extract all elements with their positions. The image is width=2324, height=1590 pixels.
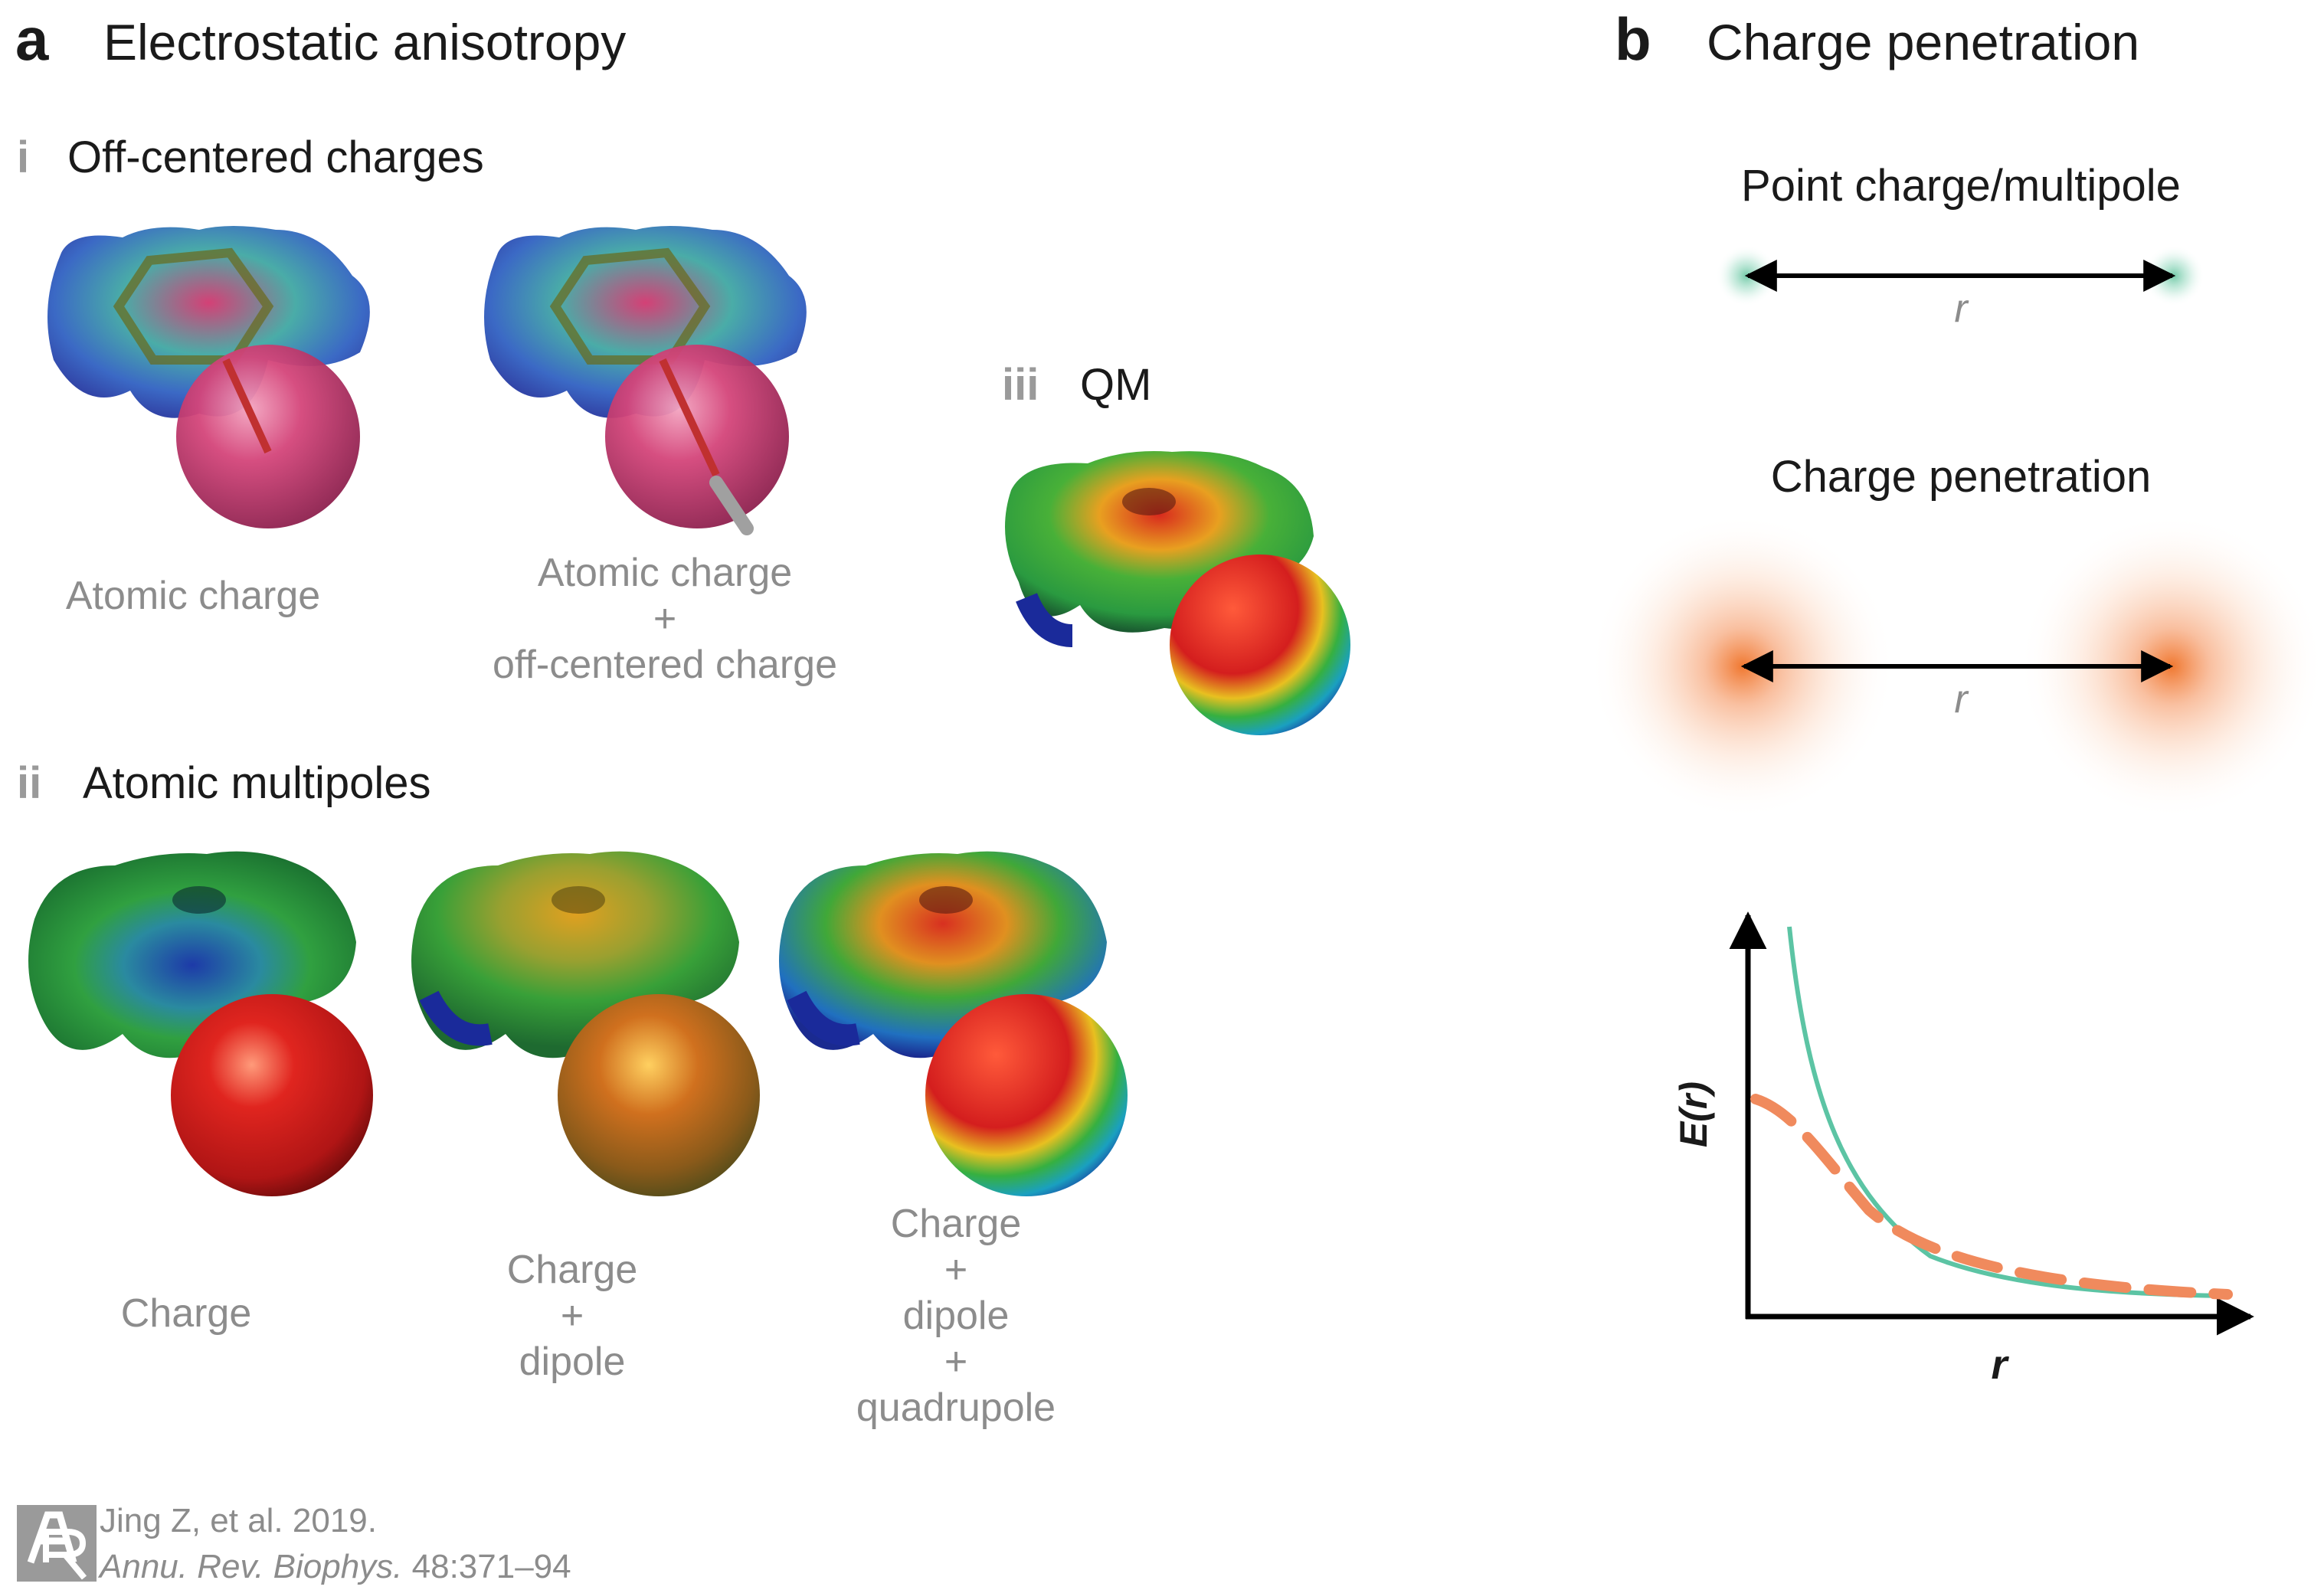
molecule-charge-dipole-quadrupole bbox=[779, 851, 1128, 1196]
panel-b-title: Charge penetration bbox=[1707, 14, 2139, 70]
molecule-charge bbox=[28, 851, 373, 1196]
caption-charge-dipole-line1: Charge bbox=[507, 1248, 638, 1292]
caption-off-centered-line1: Atomic charge bbox=[538, 551, 792, 595]
caption-atomic-charge: Atomic charge bbox=[66, 574, 320, 618]
panel-a-letter: a bbox=[15, 5, 49, 73]
panel-b-letter: b bbox=[1615, 5, 1651, 73]
plot-ylabel: E(r) bbox=[1672, 1081, 1715, 1147]
citation-volume: 48:371–94 bbox=[402, 1548, 571, 1585]
plot-xlabel: r bbox=[1991, 1342, 2009, 1388]
molecule-off-centered-charge bbox=[484, 226, 807, 535]
penetration-energy-curve bbox=[1750, 1094, 2233, 1300]
citation-journal: Annu. Rev. Biophys. bbox=[97, 1548, 402, 1585]
molecule-qm bbox=[1005, 451, 1350, 735]
caption-cdq-line4: + bbox=[944, 1340, 967, 1384]
section-ii-numeral: ii bbox=[17, 758, 41, 808]
point-charge-distance-label: r bbox=[1954, 286, 1969, 331]
section-iii-numeral: iii bbox=[1002, 360, 1039, 410]
caption-cdq-line1: Charge bbox=[891, 1202, 1022, 1246]
point-charge-label: Point charge/multipole bbox=[1741, 161, 2181, 211]
caption-cdq-line3: dipole bbox=[903, 1294, 1010, 1338]
multipole-energy-curve bbox=[1787, 926, 2228, 1298]
charge-penetration-diagram bbox=[1589, 513, 2324, 820]
energy-plot bbox=[1729, 911, 2254, 1336]
section-ii-title: Atomic multipoles bbox=[83, 758, 430, 808]
caption-cdq-line2: + bbox=[944, 1248, 967, 1292]
caption-charge-dipole-line3: dipole bbox=[519, 1340, 626, 1384]
panel-a-title: Electrostatic anisotropy bbox=[103, 14, 626, 70]
section-i-numeral: i bbox=[17, 132, 29, 182]
section-iii-title: QM bbox=[1080, 360, 1151, 410]
citation-line2: Annu. Rev. Biophys. 48:371–94 bbox=[97, 1548, 571, 1585]
publisher-logo bbox=[17, 1505, 97, 1582]
point-charge-diagram bbox=[1716, 245, 2205, 306]
caption-off-centered-line2: + bbox=[653, 597, 676, 641]
caption-charge: Charge bbox=[121, 1291, 252, 1336]
section-i-title: Off-centered charges bbox=[67, 132, 484, 182]
charge-penetration-label: Charge penetration bbox=[1771, 452, 2152, 502]
molecule-charge-dipole bbox=[411, 851, 760, 1196]
caption-charge-dipole-line2: + bbox=[561, 1294, 584, 1338]
charge-penetration-distance-label: r bbox=[1954, 677, 1969, 721]
caption-off-centered-line3: off-centered charge bbox=[493, 643, 837, 687]
citation-line1: Jing Z, et al. 2019. bbox=[100, 1502, 377, 1539]
molecule-atomic-charge bbox=[47, 226, 370, 528]
caption-cdq-line5: quadrupole bbox=[856, 1386, 1056, 1430]
